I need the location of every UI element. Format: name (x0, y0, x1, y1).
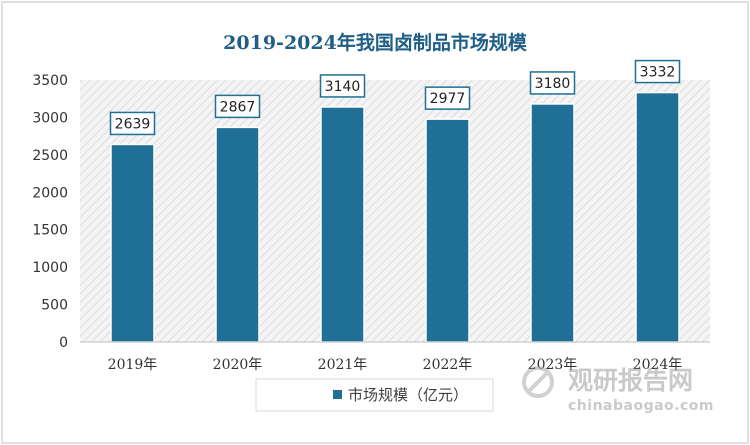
y-tick-label: 0 (59, 335, 68, 351)
data-label: 3332 (640, 65, 676, 81)
legend: 市场规模（亿元） (255, 378, 494, 412)
data-label-box (319, 74, 366, 98)
data-label: 2639 (115, 116, 151, 132)
data-label-box (214, 94, 261, 119)
x-tick-label: 2019年 (108, 357, 158, 373)
bar (425, 118, 470, 343)
data-label: 3180 (535, 76, 571, 92)
bar-series: 2639 2867 3140 2977 3180 3332 (109, 59, 681, 343)
watermark-url: chinabaogao.com (568, 398, 714, 414)
data-label: 2867 (220, 99, 256, 115)
y-axis: 0 500 1000 1500 2000 2500 3000 3500 (32, 73, 68, 351)
data-label-box (529, 71, 576, 95)
chart-title: 2019-2024年我国卤制品市场规模 (223, 31, 528, 54)
y-tick-label: 1000 (32, 260, 68, 276)
bar (110, 143, 155, 343)
legend-swatch (333, 390, 342, 399)
x-tick-label: 2024年 (633, 357, 683, 373)
x-tick-label: 2022年 (423, 357, 473, 373)
y-tick-label: 2000 (32, 185, 68, 201)
legend-label: 市场规模（亿元） (348, 386, 468, 404)
bar (215, 126, 260, 343)
bar (320, 106, 365, 343)
y-tick-label: 2500 (32, 148, 68, 164)
data-label-box (634, 59, 681, 84)
y-tick-label: 1500 (32, 223, 68, 239)
data-label: 3140 (325, 79, 361, 95)
data-label: 2977 (430, 91, 466, 107)
watermark-logo-icon (522, 366, 554, 398)
plot-area (80, 80, 710, 342)
legend-box (255, 378, 494, 412)
bar (635, 91, 680, 343)
data-label-box (424, 86, 471, 110)
y-tick-label: 3000 (32, 110, 68, 126)
x-axis: 2019年 2020年 2021年 2022年 2023年 2024年 (108, 357, 683, 373)
x-tick-label: 2020年 (213, 357, 263, 373)
x-tick-label: 2021年 (318, 357, 368, 373)
bar (530, 103, 575, 343)
watermark-brand: 观研报告网 (568, 366, 693, 395)
watermark: 观研报告网 chinabaogao.com (522, 366, 714, 414)
y-tick-label: 500 (41, 298, 68, 314)
data-label-box (109, 111, 156, 136)
x-tick-label: 2023年 (528, 357, 578, 373)
y-tick-label: 3500 (32, 73, 68, 89)
